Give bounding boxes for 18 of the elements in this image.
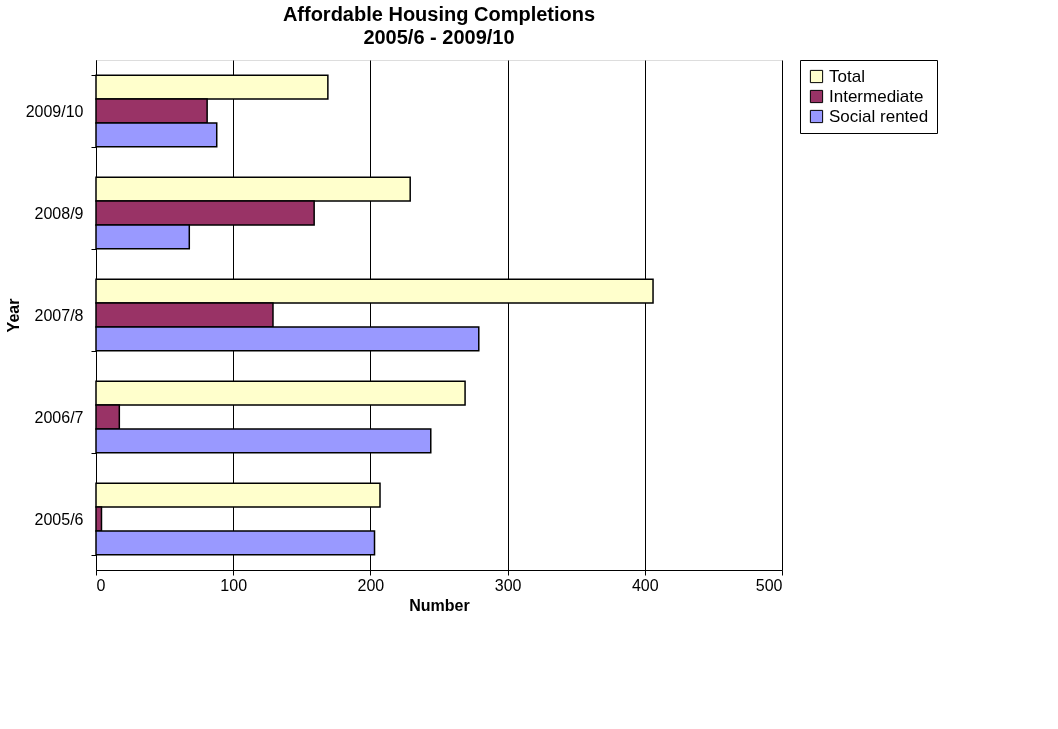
x-tick-label: 200	[357, 576, 385, 594]
chart-subtitle: 2005/6 - 2009/10	[363, 26, 515, 48]
x-tick-label: 300	[494, 576, 522, 594]
legend-label: Total	[829, 66, 865, 86]
legend-label: Intermediate	[829, 86, 924, 106]
y-tick-label: 2006/7	[34, 408, 84, 426]
y-tick-label: 2007/8	[34, 306, 84, 324]
y-tick-label: 2005/6	[34, 510, 84, 528]
x-tick-label: 0	[96, 576, 106, 594]
x-tick-label: 100	[220, 576, 248, 594]
x-tick-label: 500	[755, 576, 783, 594]
y-axis-title: Year	[4, 298, 22, 333]
y-tick-label: 2009/10	[25, 102, 84, 120]
legend-label: Social rented	[829, 106, 929, 126]
chart-title: Affordable Housing Completions	[282, 3, 596, 25]
x-axis-title: Number	[409, 596, 470, 614]
y-tick-label: 2008/9	[34, 204, 84, 222]
x-tick-label: 400	[631, 576, 659, 594]
